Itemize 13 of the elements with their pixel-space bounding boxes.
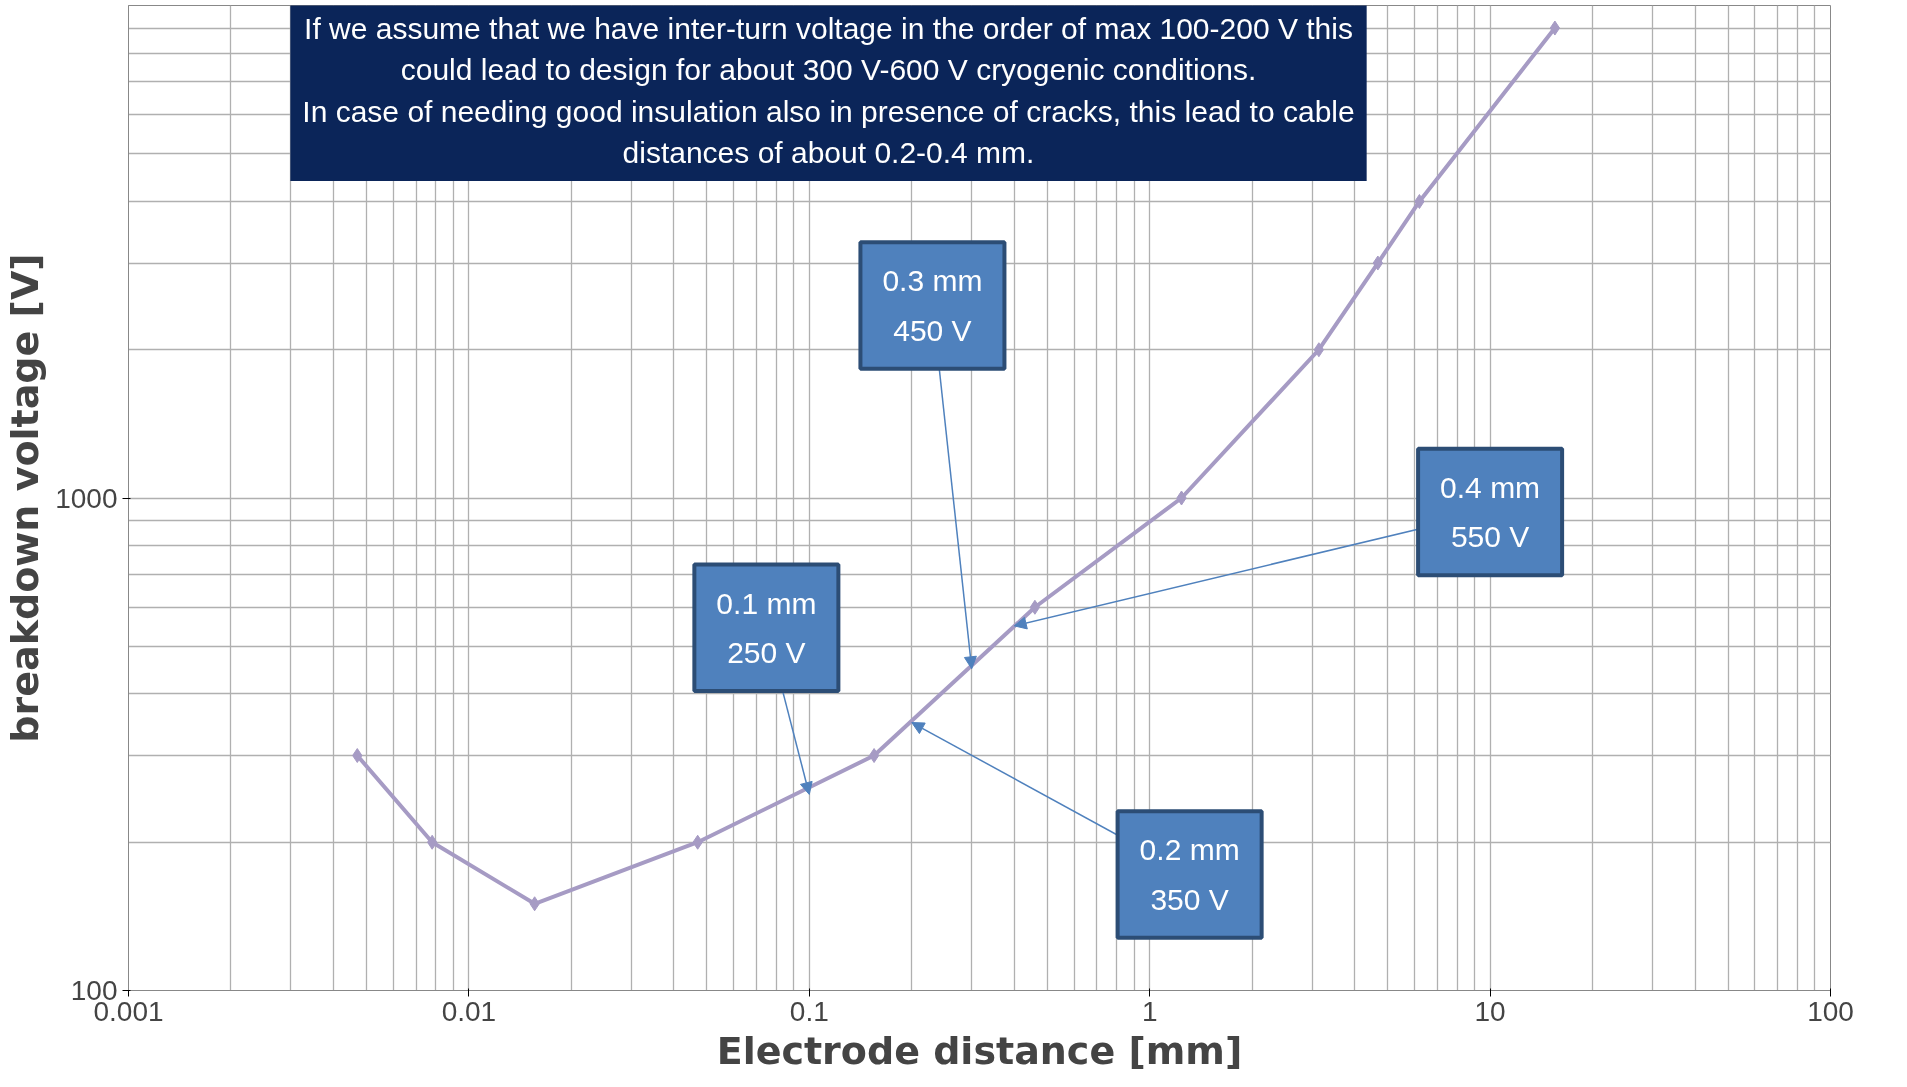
annotation: 0.2 mm 350 V [1139,833,1240,916]
x-axis-title: Electrode distance [mm] [716,1028,1243,1073]
x-tick-label: 0.01 [441,995,497,1027]
y-axis-title: breakdown voltage [V] [3,253,48,743]
annotation: 0.3 mm 450 V [882,264,983,347]
y-tick-label: 1000 [55,482,118,514]
annotation: 0.1 mm 250 V [716,586,817,670]
x-tick-label: 100 [1807,995,1854,1027]
x-tick-label: 10 [1474,995,1506,1027]
x-tick-label: 0.1 [789,995,829,1027]
x-tick-label: 1 [1141,995,1158,1027]
annotation: If we assume that we have inter-turn voltage in the order of max 100-200 V this could lead to design for about 300 V-600 V cryogenic conditions. In case of needing good insulation also in presence of cracks, this lead to cable distances of about 0.2-0.4 mm. [302,12,1355,169]
annotation: 0.4 mm 550 V [1440,470,1541,554]
